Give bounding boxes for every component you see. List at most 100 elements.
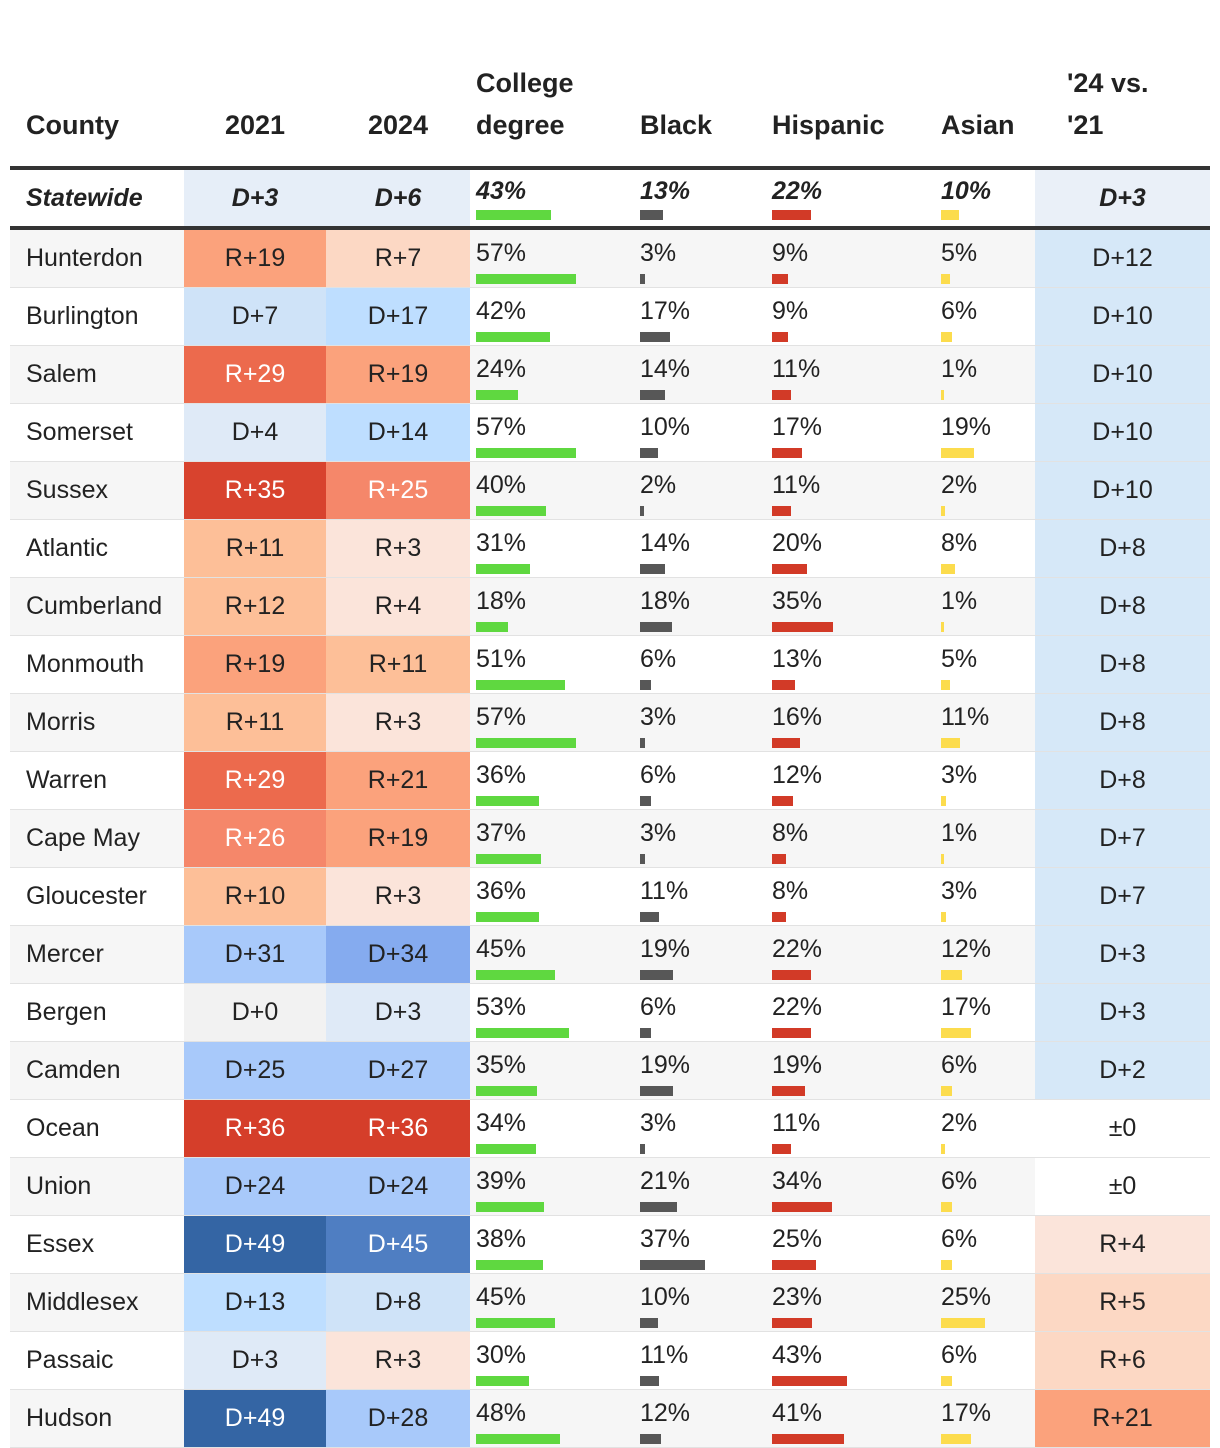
table-row[interactable]: Passaic D+3 R+3 30% 11% 43% 6% R+6 [10, 1331, 1210, 1390]
statewide-label: Statewide [10, 168, 184, 230]
county-name: Cape May [10, 809, 184, 868]
table-row[interactable]: Hunterdon R+19 R+7 57% 3% 9% 5% D+12 [10, 228, 1210, 288]
cell-hispanic: 20% [766, 519, 935, 578]
cell-change: D+3 [1035, 168, 1210, 230]
college-bar [476, 680, 565, 690]
header-change[interactable]: '24 vs. '21 [1035, 40, 1210, 170]
table-row[interactable]: Middlesex D+13 D+8 45% 10% 23% 25% R+5 [10, 1273, 1210, 1332]
header-2024[interactable]: 2024 [326, 40, 470, 170]
black-bar [640, 390, 665, 400]
table-body: Statewide D+3 D+6 43% 13% 22% 10% D+3 Hunterdon R… [10, 168, 1210, 1448]
asian-value: 12% [941, 935, 992, 963]
college-bar [476, 210, 551, 220]
black-bar [640, 210, 663, 220]
asian-bar [941, 970, 962, 980]
asian-value: 1% [941, 819, 978, 847]
hispanic-value: 23% [772, 1283, 823, 1311]
table-row[interactable]: Somerset D+4 D+14 57% 10% 17% 19% D+10 [10, 403, 1210, 462]
asian-bar [941, 1318, 985, 1328]
cell-asian: 6% [935, 1331, 1035, 1390]
cell-y2024: R+7 [326, 228, 470, 288]
cell-asian: 6% [935, 287, 1035, 346]
hispanic-bar [772, 1028, 811, 1038]
hispanic-value: 9% [772, 239, 809, 267]
college-value: 37% [476, 819, 527, 847]
cell-y2024: R+25 [326, 461, 470, 520]
table-row[interactable]: Burlington D+7 D+17 42% 17% 9% 6% D+10 [10, 287, 1210, 346]
black-value: 2% [640, 471, 677, 499]
cell-hispanic: 9% [766, 287, 935, 346]
black-value: 12% [640, 1399, 691, 1427]
cell-college: 30% [470, 1331, 634, 1390]
table-row[interactable]: Essex D+49 D+45 38% 37% 25% 6% R+4 [10, 1215, 1210, 1274]
hispanic-value: 35% [772, 587, 823, 615]
cell-hispanic: 25% [766, 1215, 935, 1274]
cell-black: 3% [634, 228, 766, 288]
hispanic-bar [772, 738, 800, 748]
table-row[interactable]: Cumberland R+12 R+4 18% 18% 35% 1% D+8 [10, 577, 1210, 636]
college-bar [476, 1376, 529, 1386]
cell-hispanic: 9% [766, 228, 935, 288]
black-bar [640, 1318, 658, 1328]
cell-y2021: D+3 [184, 1331, 326, 1390]
college-bar [476, 1260, 543, 1270]
black-value: 14% [640, 355, 691, 383]
cell-black: 17% [634, 287, 766, 346]
table-row[interactable]: Mercer D+31 D+34 45% 19% 22% 12% D+3 [10, 925, 1210, 984]
asian-bar [941, 1086, 952, 1096]
header-county[interactable]: County [10, 40, 184, 170]
cell-black: 14% [634, 519, 766, 578]
cell-asian: 1% [935, 577, 1035, 636]
hispanic-value: 22% [772, 993, 823, 1021]
cell-hispanic: 11% [766, 1099, 935, 1158]
table-row[interactable]: Bergen D+0 D+3 53% 6% 22% 17% D+3 [10, 983, 1210, 1042]
hispanic-bar [772, 332, 788, 342]
statewide-row[interactable]: Statewide D+3 D+6 43% 13% 22% 10% D+3 [10, 168, 1210, 230]
black-value: 10% [640, 1283, 691, 1311]
black-value: 3% [640, 703, 677, 731]
table-row[interactable]: Cape May R+26 R+19 37% 3% 8% 1% D+7 [10, 809, 1210, 868]
header-2021[interactable]: 2021 [184, 40, 326, 170]
header-asian[interactable]: Asian [935, 40, 1035, 170]
table-row[interactable]: Union D+24 D+24 39% 21% 34% 6% ±0 [10, 1157, 1210, 1216]
table-row[interactable]: Warren R+29 R+21 36% 6% 12% 3% D+8 [10, 751, 1210, 810]
cell-college: 39% [470, 1157, 634, 1216]
hispanic-bar [772, 1086, 805, 1096]
cell-black: 10% [634, 403, 766, 462]
cell-y2024: D+14 [326, 403, 470, 462]
cell-change: D+10 [1035, 461, 1210, 520]
hispanic-bar [772, 448, 802, 458]
asian-value: 5% [941, 239, 978, 267]
cell-y2021: D+49 [184, 1215, 326, 1274]
table-row[interactable]: Ocean R+36 R+36 34% 3% 11% 2% ±0 [10, 1099, 1210, 1158]
header-college-degree[interactable]: College degree [470, 40, 634, 170]
table-row[interactable]: Hudson D+49 D+28 48% 12% 41% 17% R+21 [10, 1389, 1210, 1448]
table-row[interactable]: Salem R+29 R+19 24% 14% 11% 1% D+10 [10, 345, 1210, 404]
header-black[interactable]: Black [634, 40, 766, 170]
cell-black: 6% [634, 635, 766, 694]
table-row[interactable]: Gloucester R+10 R+3 36% 11% 8% 3% D+7 [10, 867, 1210, 926]
cell-college: 42% [470, 287, 634, 346]
table-row[interactable]: Morris R+11 R+3 57% 3% 16% 11% D+8 [10, 693, 1210, 752]
asian-value: 1% [941, 587, 978, 615]
cell-hispanic: 8% [766, 867, 935, 926]
college-bar [476, 796, 539, 806]
cell-hispanic: 17% [766, 403, 935, 462]
hispanic-value: 34% [772, 1167, 823, 1195]
cell-hispanic: 22% [766, 983, 935, 1042]
table-row[interactable]: Camden D+25 D+27 35% 19% 19% 6% D+2 [10, 1041, 1210, 1100]
county-name: Hudson [10, 1389, 184, 1448]
cell-college: 57% [470, 228, 634, 288]
college-value: 57% [476, 239, 527, 267]
cell-black: 14% [634, 345, 766, 404]
black-value: 21% [640, 1167, 691, 1195]
asian-bar [941, 854, 944, 864]
table-row[interactable]: Atlantic R+11 R+3 31% 14% 20% 8% D+8 [10, 519, 1210, 578]
table-row[interactable]: Sussex R+35 R+25 40% 2% 11% 2% D+10 [10, 461, 1210, 520]
asian-value: 2% [941, 471, 978, 499]
cell-y2021: D+0 [184, 983, 326, 1042]
header-hispanic[interactable]: Hispanic [766, 40, 935, 170]
table-row[interactable]: Monmouth R+19 R+11 51% 6% 13% 5% D+8 [10, 635, 1210, 694]
hispanic-bar [772, 506, 791, 516]
black-value: 13% [640, 177, 691, 205]
